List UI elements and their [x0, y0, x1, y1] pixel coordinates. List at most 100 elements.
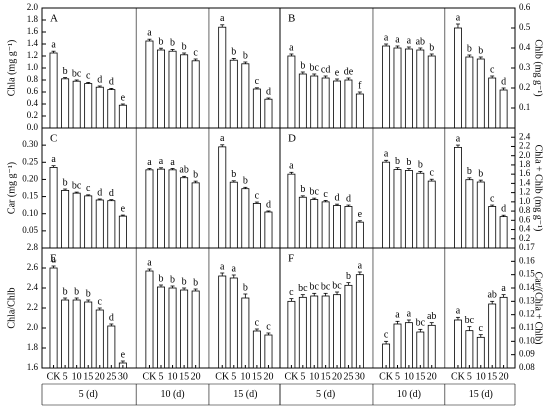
bar	[488, 303, 497, 369]
significance-letter: bc	[309, 62, 319, 73]
bar	[191, 290, 200, 369]
significance-letter: cd	[321, 64, 330, 75]
y-axis-label: Car/(Chla + Chlb)	[533, 272, 544, 345]
x-tick-label: 20	[191, 371, 201, 382]
bar	[72, 80, 81, 129]
x-tick-label: CK	[215, 371, 230, 382]
x-tick-label: 20	[263, 371, 273, 382]
panel-letter: C	[50, 133, 57, 145]
bar	[454, 319, 462, 369]
bar	[107, 89, 116, 129]
bar	[488, 206, 497, 249]
significance-letter: a	[159, 156, 164, 167]
y-tick-label: 0.8	[27, 74, 39, 84]
bar	[118, 215, 127, 249]
y-tick-label: 0.6	[519, 2, 531, 12]
bar	[72, 299, 81, 369]
bar	[321, 77, 330, 129]
bar	[180, 54, 189, 129]
bar	[465, 56, 474, 129]
significance-letter: e	[121, 203, 126, 214]
y-axis-label: Chla/Chlb	[6, 287, 17, 328]
significance-letter: a	[358, 260, 363, 271]
bar	[333, 80, 341, 129]
bar	[61, 299, 70, 369]
y-tick-label: 0.15	[519, 269, 535, 279]
bar	[145, 40, 154, 129]
panel-letter: F	[288, 253, 294, 265]
y-axis-label: Chla + Chlb (mg g⁻¹)	[533, 145, 544, 232]
x-tick-label: 10	[168, 371, 178, 382]
y-tick-label: 0.4	[519, 224, 531, 234]
group-label: 10 (d)	[160, 389, 184, 400]
significance-letter: a	[147, 157, 152, 168]
bar	[333, 294, 341, 369]
bar	[427, 180, 436, 249]
significance-letter: a	[51, 254, 56, 265]
significance-letter: a	[220, 133, 225, 144]
y-tick-label: 1.8	[27, 14, 39, 24]
bar	[61, 78, 70, 129]
significance-letter: ab	[427, 311, 436, 322]
bar	[476, 58, 485, 129]
bar	[298, 73, 307, 129]
significance-letter: a	[147, 27, 152, 38]
y-axis-label: Chla (mg g⁻¹)	[6, 40, 17, 97]
x-tick-label: 10	[476, 371, 486, 382]
x-tick-label: 10	[72, 371, 82, 382]
significance-letter: e	[121, 349, 126, 360]
bar	[84, 83, 93, 129]
significance-letter: c	[490, 64, 495, 75]
y-tick-label: 0.11	[519, 322, 534, 332]
significance-letter: b	[395, 156, 400, 167]
significance-letter: a	[395, 34, 400, 45]
y-tick-label: 0.25	[22, 156, 38, 166]
bar	[241, 297, 250, 369]
significance-letter: a	[170, 157, 175, 168]
significance-letter: bc	[321, 282, 331, 293]
group-label: 15 (d)	[233, 389, 257, 400]
significance-letter: b	[170, 274, 175, 285]
y-tick-label: 0.15	[22, 191, 38, 201]
x-tick-label: CK	[47, 371, 62, 382]
significance-letter: a	[456, 133, 461, 144]
significance-letter: a	[220, 261, 225, 272]
y-tick-label: 0.10	[22, 208, 38, 218]
y-tick-label: 0.08	[519, 362, 535, 372]
group-label: 15 (d)	[469, 389, 493, 400]
bar	[241, 188, 250, 249]
bar	[465, 179, 474, 249]
y-tick-label: 2.8	[27, 242, 39, 252]
bar	[355, 274, 364, 369]
significance-letter: b	[346, 271, 351, 282]
significance-letter: e	[121, 92, 126, 103]
y-tick-label: 0.14	[519, 282, 535, 292]
bar	[107, 200, 116, 249]
x-tick-label: 25	[343, 371, 353, 382]
x-tick-label: 5	[231, 371, 236, 382]
bar	[404, 48, 413, 129]
y-tick-label: 1.6	[519, 168, 531, 178]
bar	[382, 161, 391, 249]
panel-letter: B	[288, 13, 295, 25]
y-tick-label: 1.0	[27, 62, 39, 72]
significance-letter: b	[170, 38, 175, 49]
significance-letter: d	[109, 188, 114, 199]
bar	[344, 206, 353, 249]
significance-letter: b	[159, 273, 164, 284]
bar	[84, 195, 93, 249]
y-tick-label: 0.2	[27, 110, 38, 120]
significance-letter: bc	[309, 186, 319, 197]
bar	[287, 55, 296, 129]
significance-letter: d	[109, 77, 114, 88]
significance-letter: b	[193, 169, 198, 180]
y-tick-label: 2.0	[27, 2, 39, 12]
significance-letter: d	[97, 74, 102, 85]
x-tick-label: 15	[321, 371, 331, 382]
bar	[382, 45, 391, 129]
significance-letter: b	[74, 286, 79, 297]
bar	[310, 295, 319, 369]
bar	[393, 323, 402, 369]
bar	[416, 49, 425, 129]
x-tick-label: 20	[499, 371, 509, 382]
